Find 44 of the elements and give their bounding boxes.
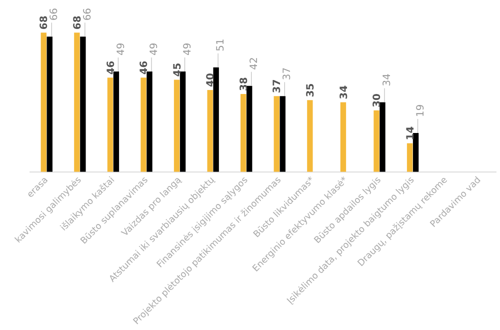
data-label: 46 xyxy=(106,60,117,75)
data-label: 46 xyxy=(139,60,150,75)
data-label: 49 xyxy=(182,42,194,56)
bar xyxy=(140,78,146,172)
data-label: 49 xyxy=(116,42,127,56)
data-label: 49 xyxy=(149,42,160,56)
bar xyxy=(246,86,252,172)
bar xyxy=(74,32,80,172)
bar xyxy=(307,100,313,172)
bar xyxy=(412,132,419,172)
data-label: 37 xyxy=(272,79,284,94)
data-label: 34 xyxy=(382,74,394,86)
data-label: 68 xyxy=(39,16,50,30)
data-label: 19 xyxy=(415,104,426,117)
data-label: 34 xyxy=(338,85,350,100)
data-label: 66 xyxy=(82,8,94,21)
data-label: 30 xyxy=(372,93,384,108)
bar xyxy=(406,143,413,172)
bar xyxy=(280,96,286,172)
bar xyxy=(374,110,380,172)
data-label: 51 xyxy=(216,38,227,52)
data-label: 68 xyxy=(72,16,84,30)
bar xyxy=(340,102,346,172)
bar xyxy=(207,90,213,172)
data-label: 38 xyxy=(238,77,250,92)
data-label: 14 xyxy=(405,126,416,140)
bar xyxy=(40,32,46,172)
bar xyxy=(146,72,152,172)
bar xyxy=(180,72,186,172)
bar xyxy=(107,78,114,172)
bar xyxy=(113,72,120,172)
bar xyxy=(240,94,246,172)
bar xyxy=(46,36,52,172)
data-label: 45 xyxy=(172,62,184,77)
data-label: 66 xyxy=(49,8,60,21)
bar xyxy=(174,80,180,172)
data-label: 37 xyxy=(282,67,294,80)
data-label: 42 xyxy=(248,57,260,70)
bar xyxy=(274,96,280,172)
bar xyxy=(80,36,86,172)
bar xyxy=(380,102,386,172)
data-label: 35 xyxy=(306,83,317,98)
bar xyxy=(213,67,219,172)
data-label: 40 xyxy=(206,72,217,87)
